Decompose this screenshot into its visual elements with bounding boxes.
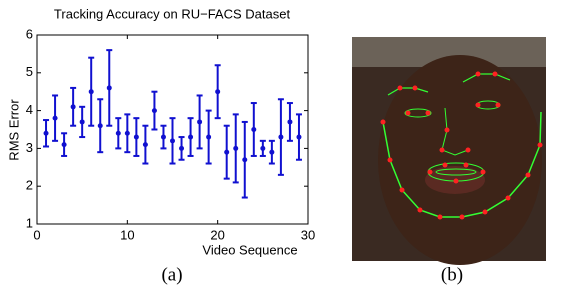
point [224,150,229,155]
point [251,127,256,132]
point [44,131,49,136]
point [206,135,211,140]
y-axis-label: RMS Error [6,99,21,161]
x-tick-label: 30 [301,227,315,242]
point [161,135,166,140]
point [170,138,175,143]
point [134,135,139,140]
point [107,85,112,90]
y-tick-label: 4 [26,102,33,117]
point [260,146,265,151]
point [242,157,247,162]
point [179,146,184,151]
point [233,146,238,151]
point [143,142,148,147]
x-axis-label: Video Sequence [202,242,297,257]
figure: Tracking Accuracy on RU−FACS Dataset Vid… [0,0,566,289]
chart-title: Tracking Accuracy on RU−FACS Dataset [54,6,291,21]
point [197,119,202,124]
point [296,135,301,140]
point [116,131,121,136]
point [89,89,94,94]
caption: (b) [441,264,463,285]
point [152,108,157,113]
x-tick-label: 0 [33,227,40,242]
caption: (a) [161,264,182,285]
point [215,89,220,94]
point [269,150,274,155]
point [125,131,130,136]
y-tick-label: 1 [26,215,33,230]
point [287,119,292,124]
x-tick-label: 10 [120,227,134,242]
point [188,135,193,140]
point [53,116,58,121]
point [80,119,85,124]
face-image [352,37,546,265]
point [278,135,283,140]
y-tick-label: 2 [26,178,33,193]
point [71,104,76,109]
y-tick-label: 3 [26,140,33,155]
y-tick-label: 5 [26,64,33,79]
point [98,123,103,128]
point [62,142,67,147]
x-tick-label: 20 [210,227,224,242]
y-tick-label: 6 [26,26,33,41]
